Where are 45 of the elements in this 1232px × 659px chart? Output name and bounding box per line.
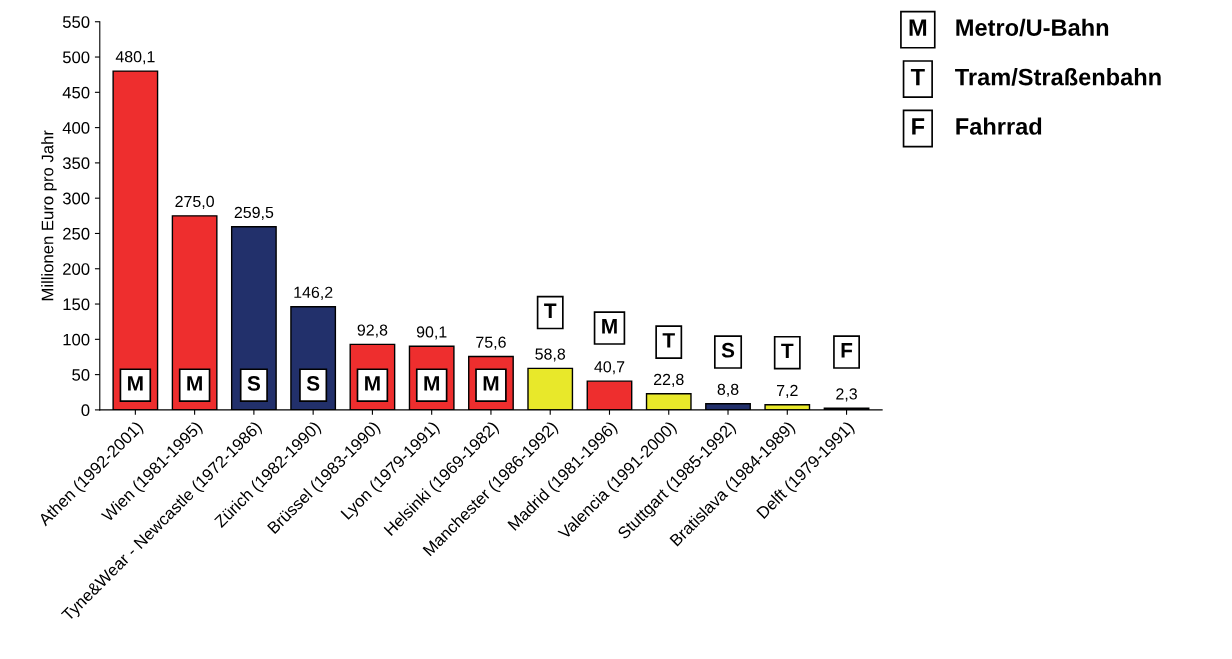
annotation: M xyxy=(602,319,617,334)
y-tick-label: 350 xyxy=(62,157,90,170)
annotation: M xyxy=(128,376,143,391)
data-label: 2,3 xyxy=(836,388,857,402)
annotation: T xyxy=(544,303,557,318)
data-label: 275,0 xyxy=(175,195,214,209)
annotation: S xyxy=(306,376,320,391)
text: Tram/Straßenbahn xyxy=(955,68,1161,86)
annotation: M xyxy=(483,376,499,391)
data-label: 92,8 xyxy=(357,324,388,338)
text: Fahrrad xyxy=(956,117,1042,135)
annotation: S xyxy=(721,342,735,358)
annotation: T xyxy=(662,333,675,348)
y-tick-label: 500 xyxy=(62,51,90,64)
text: M xyxy=(909,19,927,36)
data-label: 7,2 xyxy=(777,384,798,398)
data-label: 58,8 xyxy=(535,348,566,362)
data-label: 90,1 xyxy=(416,326,447,340)
annotation: T xyxy=(781,343,794,359)
data-label: 146,2 xyxy=(294,286,333,300)
annotation: M xyxy=(365,376,380,391)
annotation: M xyxy=(187,376,202,391)
y-tick-label: 300 xyxy=(62,192,90,205)
y-tick-label: 450 xyxy=(62,86,90,99)
y-tick-label: 100 xyxy=(63,333,90,346)
y-axis-title: Millionen Euro pro Jahr xyxy=(41,130,57,301)
y-tick-label: 150 xyxy=(63,298,90,311)
data-label: 75,6 xyxy=(476,336,506,350)
y-tick-label: 50 xyxy=(72,369,90,381)
y-tick-label: 550 xyxy=(62,16,90,28)
data-label: 8,8 xyxy=(717,383,739,397)
text: T xyxy=(910,68,925,86)
data-label: 40,7 xyxy=(594,361,625,375)
annotation: F xyxy=(841,343,853,358)
y-tick-label: 200 xyxy=(63,263,90,275)
annotation: M xyxy=(424,376,439,391)
data-label: 480,1 xyxy=(115,51,155,65)
text: Metro/U-Bahn xyxy=(956,18,1109,37)
data-label: 259,5 xyxy=(234,206,274,220)
annotation: S xyxy=(247,376,261,391)
y-tick-label: 250 xyxy=(63,227,90,240)
y-tick-label: 400 xyxy=(62,122,90,134)
text: F xyxy=(912,118,925,135)
y-tick-label: 0 xyxy=(81,404,90,417)
data-label: 22,8 xyxy=(654,373,684,387)
